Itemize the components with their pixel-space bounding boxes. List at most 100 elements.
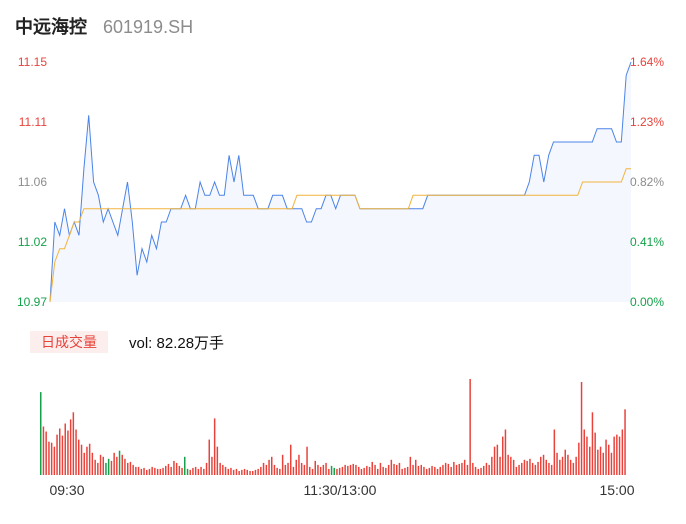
volume-bar xyxy=(175,462,178,475)
volume-bar xyxy=(227,468,229,475)
volume-bar xyxy=(621,429,624,475)
volume-bar xyxy=(306,446,308,475)
volume-bar xyxy=(260,466,262,475)
volume-bars xyxy=(40,379,626,475)
volume-bar xyxy=(586,436,588,475)
volume-bar xyxy=(572,462,575,475)
volume-bar xyxy=(208,439,210,475)
volume-bar xyxy=(235,468,238,475)
volume-bar xyxy=(491,456,493,475)
volume-bar xyxy=(483,465,485,475)
volume-bar xyxy=(319,466,322,475)
volume-bar xyxy=(469,379,471,475)
volume-bar xyxy=(156,468,159,475)
volume-bar xyxy=(591,412,594,475)
volume-bar xyxy=(420,464,422,475)
volume-bar xyxy=(425,468,428,475)
volume-bar xyxy=(390,459,393,475)
volume-bar xyxy=(436,468,439,475)
volume-bar xyxy=(444,462,447,475)
time-tick-label: 09:30 xyxy=(49,482,84,498)
volume-bar xyxy=(398,462,401,475)
time-tick-label: 15:00 xyxy=(599,482,634,498)
volume-bar xyxy=(325,462,327,475)
volume-bar xyxy=(290,444,292,475)
volume-bar xyxy=(151,466,153,475)
volume-bar xyxy=(412,464,414,475)
volume-bar xyxy=(279,468,281,475)
volume-bar xyxy=(610,452,613,475)
volume-bar xyxy=(127,462,129,475)
volume-bar xyxy=(548,462,550,475)
volume-bar xyxy=(330,465,333,475)
volume-bar xyxy=(241,469,243,475)
volume-bar xyxy=(371,461,373,475)
volume-bar xyxy=(186,468,189,475)
volume-bar xyxy=(146,469,148,475)
volume-bar xyxy=(434,466,436,475)
volume-bar xyxy=(580,382,583,475)
volume-bar xyxy=(583,429,585,475)
volume-bar xyxy=(328,468,330,475)
volume-bar xyxy=(450,466,452,475)
volume-bar xyxy=(458,463,460,475)
volume-bar xyxy=(162,467,164,475)
volume-bar xyxy=(287,462,289,475)
volume-bar xyxy=(86,446,88,475)
percent-tick-label: 0.82% xyxy=(630,175,664,189)
volume-bar xyxy=(377,468,379,475)
volume-bar xyxy=(257,468,259,475)
volume-bar xyxy=(232,469,235,475)
price-tick-label: 11.06 xyxy=(18,175,47,189)
volume-bar xyxy=(42,426,45,475)
volume-bar xyxy=(295,459,297,475)
volume-bar xyxy=(192,467,194,475)
volume-bar xyxy=(300,462,303,475)
volume-bar xyxy=(333,467,335,475)
volume-bar xyxy=(363,467,365,475)
volume-bar xyxy=(67,430,69,475)
volume-bar xyxy=(355,464,357,475)
volume-bar xyxy=(165,465,167,475)
percent-tick-label: 0.00% xyxy=(630,295,664,309)
volume-bar xyxy=(599,446,602,475)
volume-bar xyxy=(561,456,564,475)
volume-bar xyxy=(78,439,80,475)
volume-bar xyxy=(45,431,47,475)
volume-bar xyxy=(224,466,227,475)
volume-bar xyxy=(273,464,276,475)
volume-bar xyxy=(189,469,191,475)
volume-bar xyxy=(121,454,123,475)
volume-bar xyxy=(608,444,610,475)
volume-bar xyxy=(336,468,338,475)
volume-bar xyxy=(211,456,213,475)
volume-bar xyxy=(605,439,607,475)
stock-header: 中远海控 601919.SH xyxy=(15,13,193,39)
volume-bar xyxy=(624,409,626,475)
volume-bar xyxy=(589,446,591,475)
volume-bar xyxy=(170,466,172,475)
volume-bar xyxy=(442,464,444,475)
volume-value: vol: 82.28万手 xyxy=(129,335,225,352)
volume-bar xyxy=(110,460,113,475)
volume-bar xyxy=(303,464,306,475)
volume-bar xyxy=(118,450,121,475)
volume-bar xyxy=(480,467,482,475)
volume-bar xyxy=(276,467,278,475)
time-tick-label: 11:30/13:00 xyxy=(304,482,377,498)
volume-bar xyxy=(338,467,341,475)
volume-bar xyxy=(105,462,107,475)
volume-bar xyxy=(374,464,376,475)
price-tick-label: 11.02 xyxy=(18,235,47,249)
volume-bar xyxy=(271,456,273,475)
price-tick-label: 11.11 xyxy=(19,115,48,129)
volume-bar xyxy=(616,434,618,475)
volume-bar xyxy=(59,428,61,475)
volume-bar xyxy=(415,459,417,475)
volume-bar xyxy=(61,435,64,475)
volume-bar xyxy=(129,461,132,475)
volume-bar xyxy=(194,466,197,475)
volume-bar xyxy=(526,460,528,475)
volume-bar xyxy=(69,419,72,475)
